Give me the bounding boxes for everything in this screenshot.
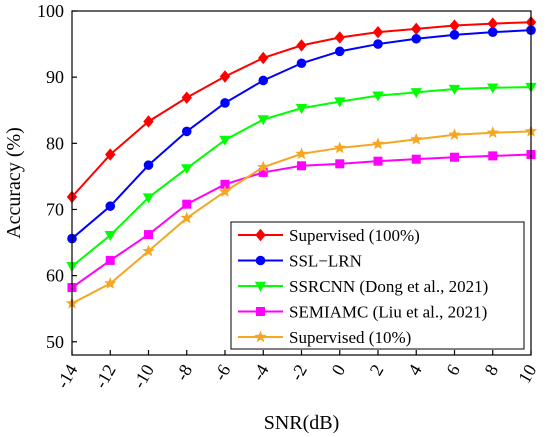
data-point [143, 115, 154, 128]
data-point [220, 98, 230, 108]
x-tick-label: 2 [366, 361, 388, 379]
data-point [373, 39, 383, 49]
x-tick-label: 4 [404, 361, 426, 379]
x-axis-title: SNR(dB) [264, 412, 340, 434]
x-tick-label: 6 [442, 361, 464, 379]
legend-label: SSRCNN (Dong et al., 2021) [289, 277, 488, 296]
data-point [448, 84, 461, 95]
data-point [449, 30, 460, 40]
data-point [450, 152, 459, 162]
series-5 [65, 124, 538, 309]
x-tick-label: -12 [90, 361, 119, 392]
data-point [295, 147, 308, 160]
x-tick-label: 8 [480, 361, 502, 379]
x-tick-label: -8 [171, 361, 196, 384]
legend-label: Supervised (100%) [289, 226, 420, 245]
legend-entry: SSRCNN (Dong et al., 2021) [238, 277, 488, 296]
data-point [104, 277, 117, 289]
legend-label: Supervised (10%) [289, 328, 411, 347]
x-tick-label: -14 [52, 361, 81, 392]
series-1 [66, 16, 537, 204]
data-point [142, 193, 155, 204]
data-point [218, 185, 232, 197]
data-point [411, 33, 422, 44]
legend-marker [254, 330, 267, 343]
data-point [142, 244, 155, 257]
data-point [105, 148, 116, 161]
data-point [258, 167, 268, 177]
data-point [181, 126, 192, 137]
data-point [104, 231, 116, 241]
series-layer [65, 16, 538, 309]
x-tick-label: -2 [286, 361, 311, 384]
data-point [296, 58, 307, 69]
data-point [334, 46, 345, 57]
data-point [181, 164, 193, 175]
data-point [373, 156, 383, 166]
legend-marker [254, 281, 267, 292]
y-tick-label: 100 [37, 1, 64, 21]
data-point [410, 88, 422, 99]
data-point [258, 75, 269, 86]
x-tick-label: -10 [129, 361, 158, 392]
y-tick-label: 90 [46, 67, 64, 87]
data-point [181, 91, 192, 104]
data-point [297, 161, 306, 171]
data-point [219, 70, 231, 83]
data-point [411, 22, 422, 36]
data-point [487, 27, 498, 37]
legend-marker [255, 255, 266, 266]
data-point [372, 91, 384, 102]
legend: Supervised (100%) SSL−LRN SSRCNN (Dong et … [230, 221, 525, 350]
data-point [333, 141, 346, 154]
data-point [105, 255, 115, 265]
legend-marker [255, 228, 266, 242]
legend-entry: Supervised (100%) [238, 226, 420, 245]
data-point [449, 19, 460, 32]
data-point [371, 137, 385, 150]
data-point [295, 104, 308, 114]
data-point [105, 201, 116, 211]
y-tick-label: 80 [46, 133, 64, 153]
data-point [488, 151, 498, 161]
legend-entry: SEMIAMC (Liu et al., 2021) [238, 303, 487, 322]
data-point [335, 159, 345, 169]
y-tick-label: 70 [46, 199, 64, 219]
data-point [486, 126, 499, 138]
legend-label: SEMIAMC (Liu et al., 2021) [289, 303, 487, 322]
legend-entry: SSL−LRN [238, 252, 362, 271]
data-point [410, 132, 423, 145]
data-point [372, 25, 384, 39]
data-point [487, 17, 498, 30]
data-point [258, 51, 269, 65]
data-point [144, 230, 153, 240]
legend-label: SSL−LRN [289, 252, 362, 271]
x-tick-label: -6 [210, 361, 235, 384]
x-tick-label: 0 [327, 361, 349, 379]
data-point [220, 179, 230, 189]
data-point [143, 160, 154, 170]
legend-marker [256, 307, 265, 316]
y-axis-title: Accuracy (%) [3, 127, 25, 239]
data-point [334, 31, 345, 44]
data-point [334, 97, 346, 108]
data-point [411, 154, 421, 164]
x-tick-label: -4 [248, 361, 273, 384]
x-tick-label: 10 [514, 361, 540, 387]
data-point [219, 135, 231, 146]
y-tick-label: 50 [46, 332, 64, 352]
data-point [257, 160, 270, 173]
y-tick-label: 60 [46, 266, 64, 286]
data-point [180, 211, 193, 224]
data-point [296, 39, 307, 52]
data-point [257, 115, 269, 126]
series-2 [67, 25, 536, 244]
data-point [448, 128, 461, 140]
data-point [487, 83, 499, 94]
legend-entry: Supervised (10%) [238, 328, 411, 347]
data-point [182, 199, 192, 209]
